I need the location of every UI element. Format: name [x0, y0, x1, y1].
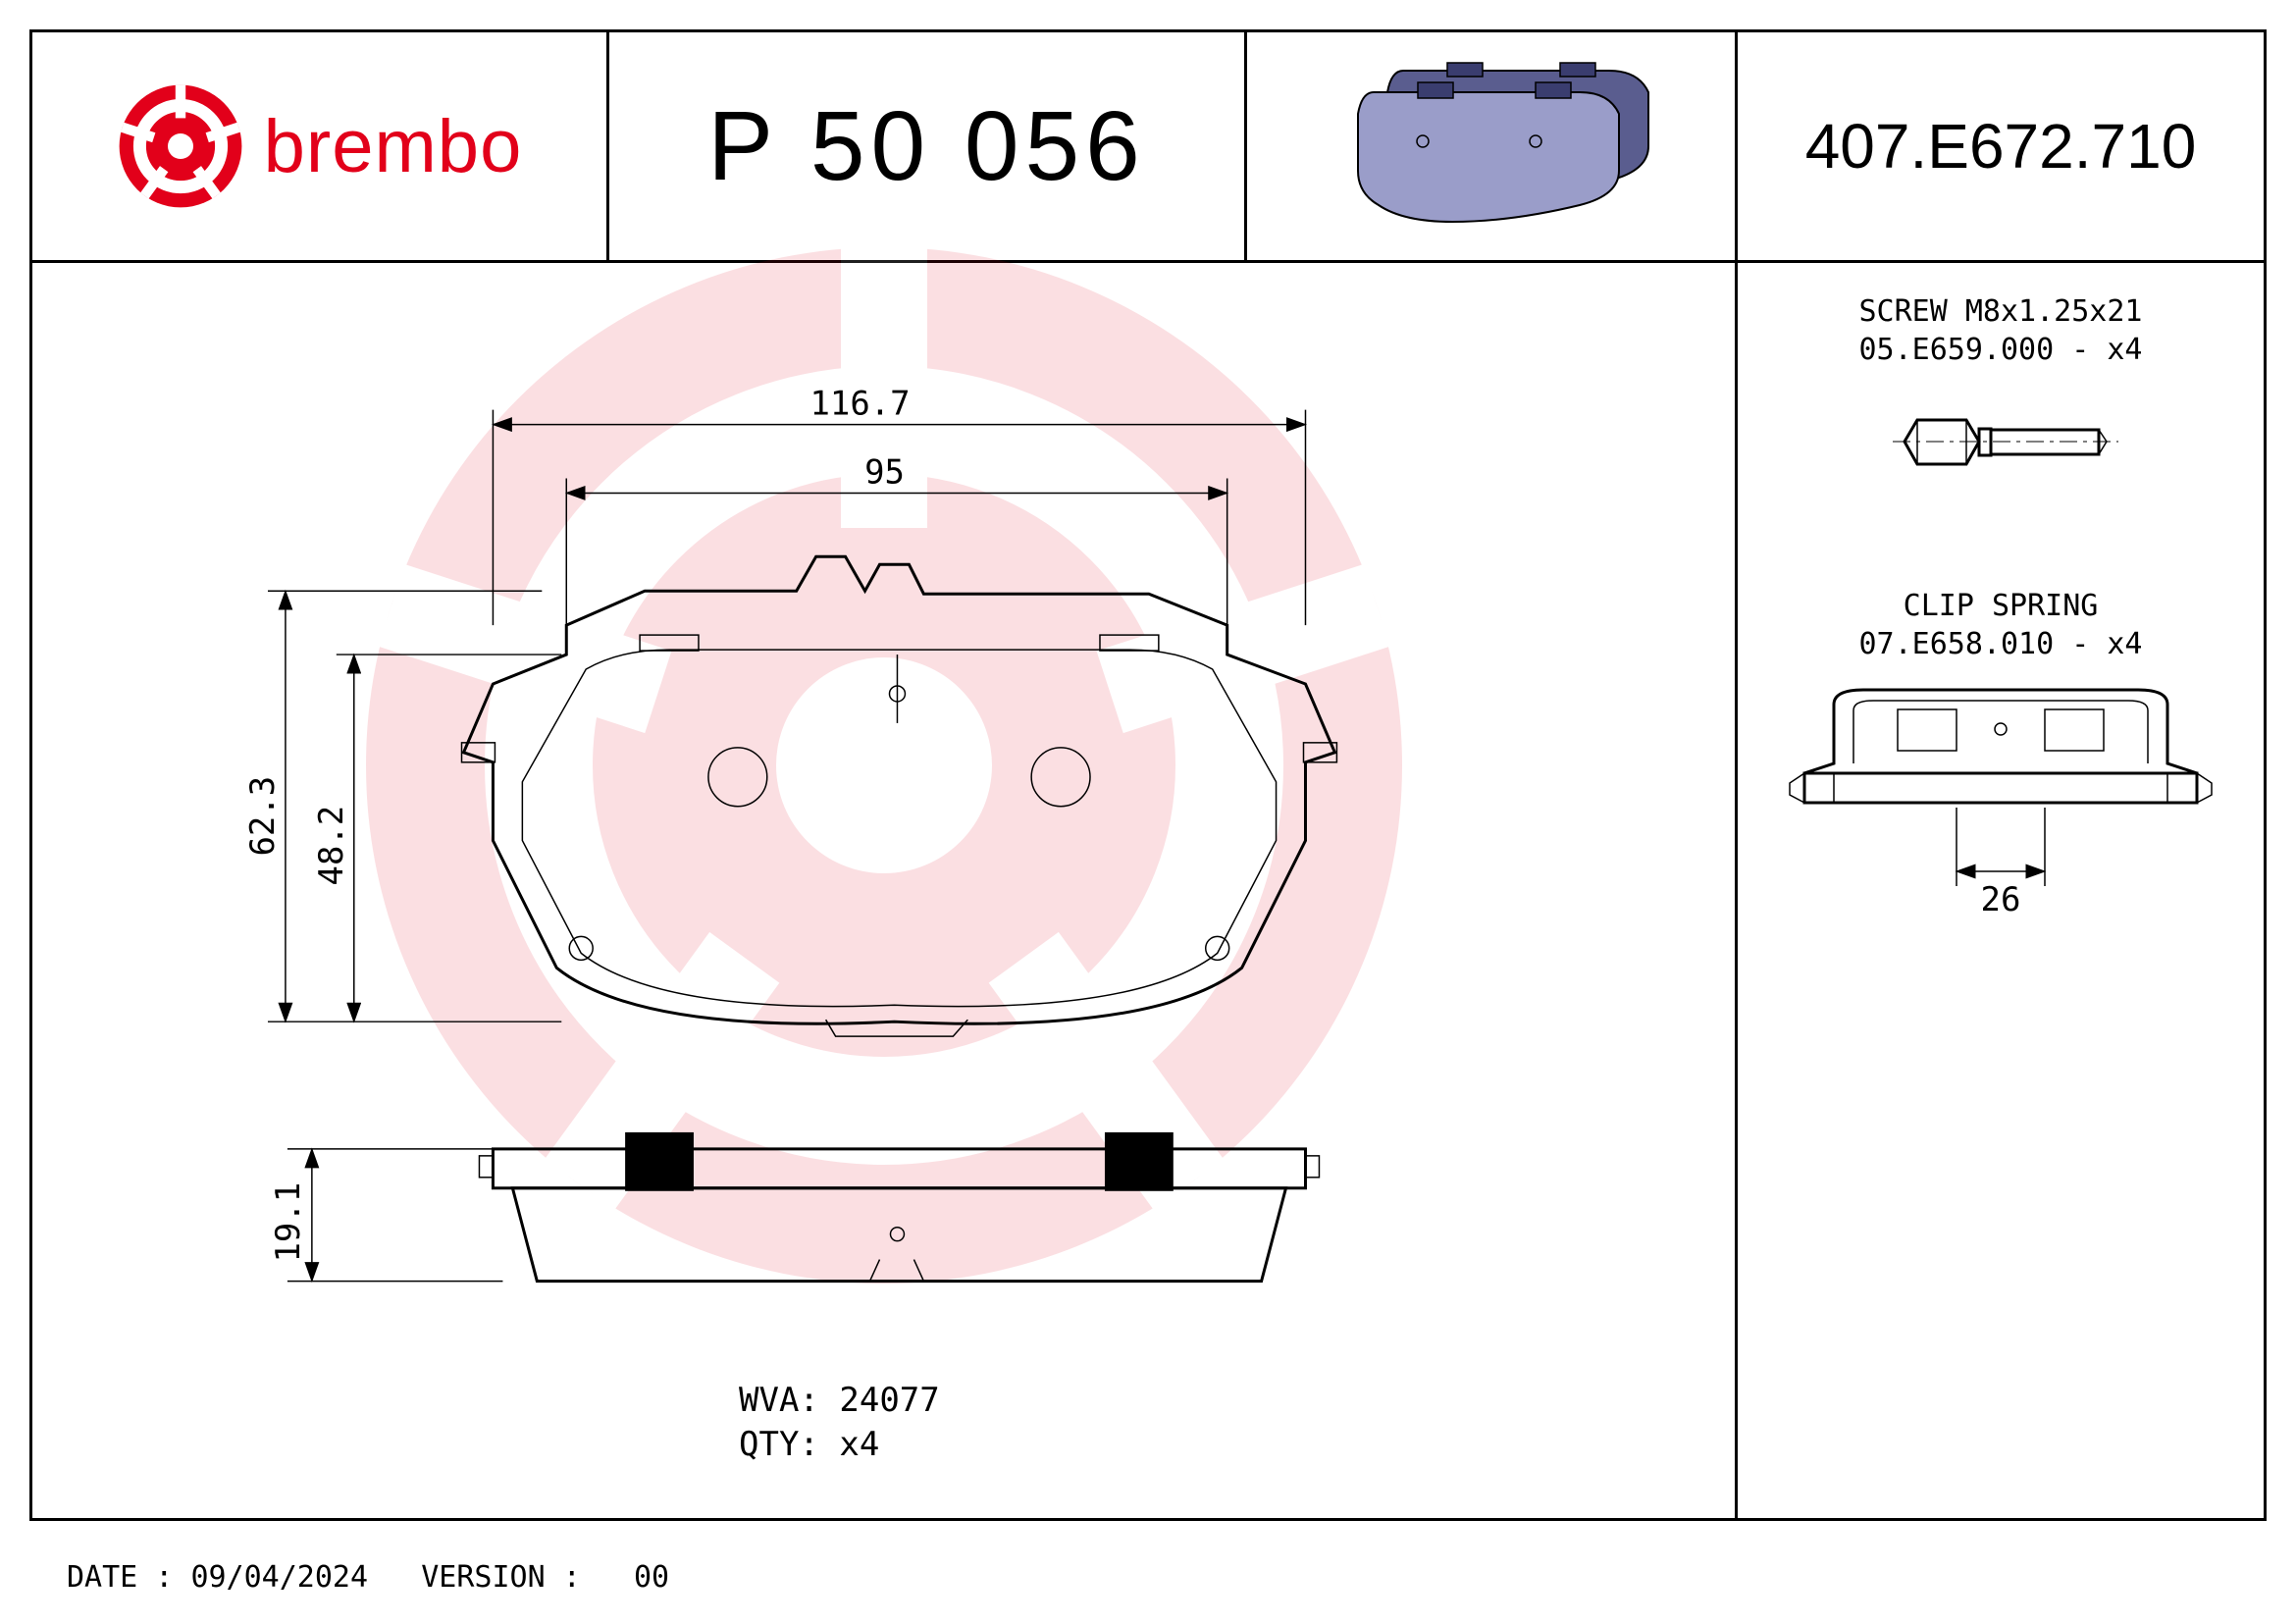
date-value: 09/04/2024 [190, 1560, 368, 1595]
brand-name: brembo [264, 104, 523, 189]
dim-height-inner: 48.2 [312, 806, 350, 886]
main-drawing-panel: 116.7 95 62.3 48.2 [32, 263, 1738, 1518]
drawing-sheet: brembo P 50 056 407.E672.710 [29, 29, 2267, 1521]
version-value: 00 [634, 1560, 669, 1595]
clip-code: 07.E658.010 - x4 [1738, 625, 2264, 663]
dim-height-outer: 62.3 [243, 776, 282, 857]
part-number-cell: P 50 056 [609, 32, 1247, 260]
header-row: brembo P 50 056 407.E672.710 [32, 32, 2264, 263]
part-number: P 50 056 [707, 90, 1146, 203]
date-label: DATE : [67, 1560, 173, 1595]
body-row: 116.7 95 62.3 48.2 [32, 263, 2264, 1518]
ref-code: 407.E672.710 [1805, 110, 2197, 183]
screw-title: SCREW M8x1.25x21 [1738, 292, 2264, 331]
clip-dim: 26 [1981, 880, 2021, 919]
wva-value: 24077 [839, 1381, 939, 1420]
dim-width-inner: 95 [864, 452, 905, 491]
dim-width-outer: 116.7 [810, 385, 911, 423]
render-cell [1247, 32, 1738, 260]
wva-row: WVA: 24077 [739, 1381, 940, 1420]
wva-label: WVA: [739, 1381, 819, 1420]
technical-drawing: 116.7 95 62.3 48.2 [32, 263, 1735, 1518]
version-label: VERSION : [421, 1560, 581, 1595]
meta-line: DATE : 09/04/2024 VERSION : 00 [67, 1560, 669, 1595]
brembo-logo-icon [117, 82, 244, 210]
pad-render-icon [1315, 53, 1668, 239]
ref-code-cell: 407.E672.710 [1738, 32, 2264, 260]
clip-spring-icon: 26 [1765, 675, 2236, 969]
clip-block: CLIP SPRING 07.E658.010 - x4 [1738, 587, 2264, 974]
qty-value: x4 [839, 1425, 879, 1464]
qty-row: QTY: x4 [739, 1425, 879, 1464]
clip-title: CLIP SPRING [1738, 587, 2264, 625]
screw-block: SCREW M8x1.25x21 05.E659.000 - x4 [1738, 292, 2264, 533]
screw-icon [1863, 381, 2138, 528]
logo-cell: brembo [32, 32, 609, 260]
dim-thickness: 19.1 [269, 1182, 307, 1263]
qty-label: QTY: [739, 1425, 819, 1464]
screw-code: 05.E659.000 - x4 [1738, 331, 2264, 369]
accessories-panel: SCREW M8x1.25x21 05.E659.000 - x4 [1738, 263, 2264, 1518]
